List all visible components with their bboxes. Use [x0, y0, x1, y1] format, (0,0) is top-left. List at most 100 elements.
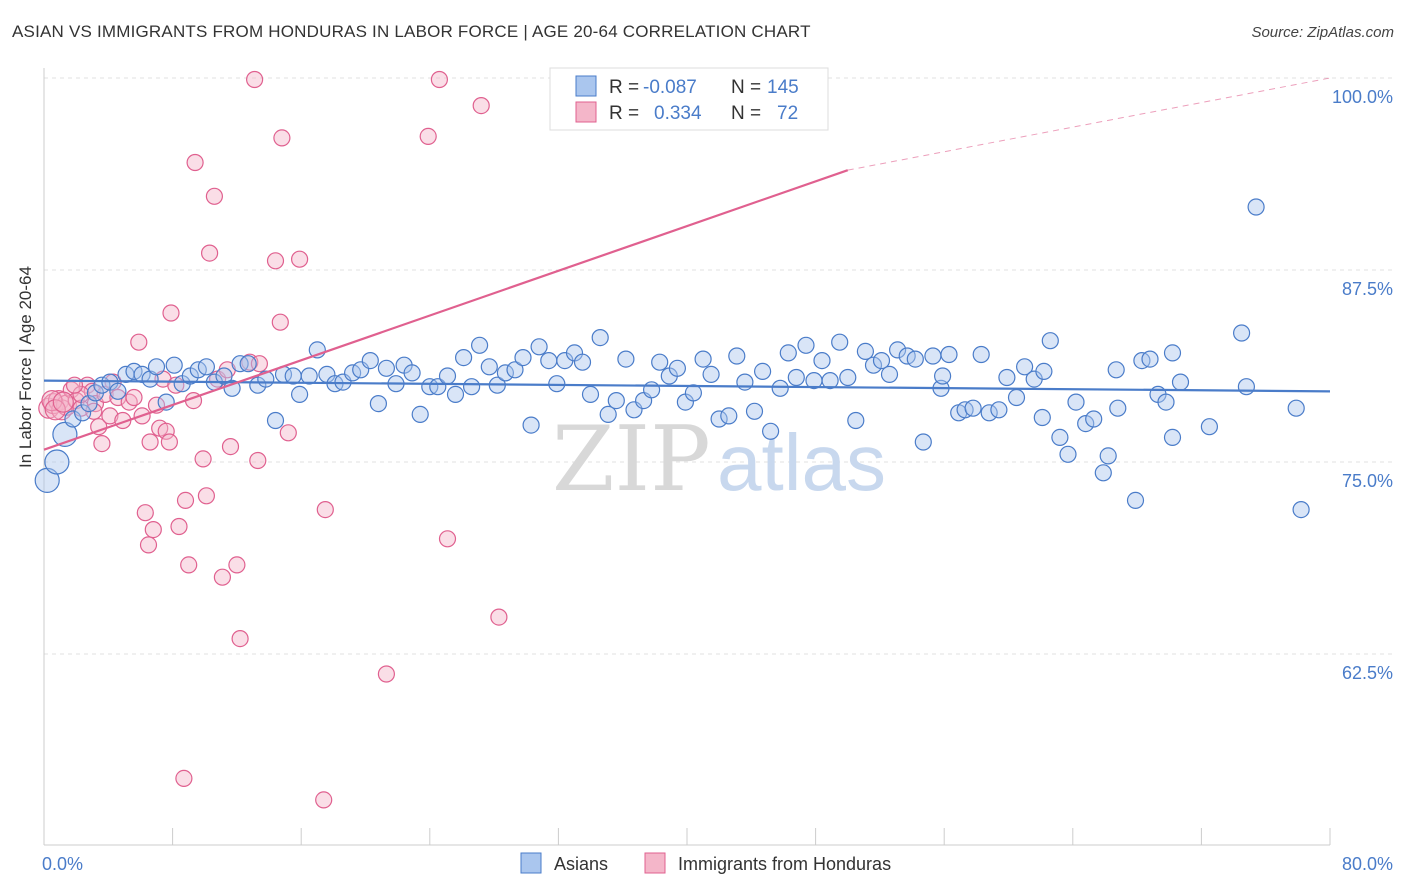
asians-point: [710, 410, 728, 428]
asians-point: [684, 384, 703, 402]
asians-point: [831, 333, 849, 351]
asians-point: [1094, 464, 1112, 482]
asians-point: [496, 364, 514, 382]
asians-point: [540, 352, 558, 370]
x-tick-label: 0.0%: [42, 854, 83, 874]
asians-point: [438, 367, 457, 385]
asians-point: [856, 342, 875, 360]
honduras-point: [201, 244, 219, 262]
honduras-point: [139, 536, 158, 554]
honduras-point: [291, 250, 309, 268]
asians-point: [694, 350, 712, 368]
honduras-point: [315, 791, 333, 809]
stats-asians-n-value: 145: [767, 77, 799, 98]
asians-point: [1163, 428, 1182, 446]
y-tick-label: 75.0%: [1342, 471, 1393, 491]
honduras-point: [160, 433, 178, 451]
asians-point: [779, 344, 797, 362]
asians-point: [607, 392, 625, 410]
asians-point: [165, 356, 183, 374]
asians-point: [369, 395, 387, 413]
asians-point: [514, 349, 532, 367]
asians-point: [429, 378, 447, 396]
axes: [43, 68, 1331, 846]
honduras-point: [157, 422, 175, 440]
asians-point: [728, 347, 746, 365]
legend-honduras-label: Immigrants from Honduras: [678, 854, 891, 874]
honduras-point: [430, 70, 448, 89]
honduras-point: [144, 520, 162, 539]
honduras-point: [228, 556, 246, 574]
honduras-point: [273, 129, 291, 147]
asians-point: [506, 361, 524, 379]
gridlines: [44, 77, 1392, 655]
asians-point: [239, 355, 257, 373]
asians-point: [668, 359, 687, 377]
stats-honduras-r-value: 0.334: [654, 103, 702, 124]
asians-point: [1059, 445, 1077, 463]
asians-point: [1051, 428, 1069, 446]
asians-point: [933, 367, 952, 385]
stats-box: R = -0.087 N = 145 R = 0.334 N = 72: [549, 67, 829, 131]
asians-point: [702, 365, 720, 383]
asians-point: [1085, 410, 1103, 428]
asians-point: [1232, 324, 1251, 342]
asians-point: [839, 368, 857, 387]
asians-point: [109, 382, 127, 400]
honduras-point: [130, 333, 148, 351]
asians-point: [223, 379, 241, 397]
asians-point: [300, 367, 318, 385]
legend-honduras-swatch: [644, 852, 666, 874]
asians-point: [821, 372, 839, 390]
asians-point: [720, 407, 738, 425]
honduras-point: [125, 388, 143, 407]
chart-title: ASIAN VS IMMIGRANTS FROM HONDURAS IN LAB…: [12, 22, 811, 41]
asians-point: [914, 433, 932, 451]
asians-point: [1099, 447, 1117, 465]
asians-point: [813, 352, 831, 370]
asians-point: [599, 405, 617, 423]
asians-point: [1237, 378, 1256, 396]
asians-point: [745, 402, 764, 420]
legend-asians-label: Asians: [554, 854, 608, 874]
asians-point: [940, 345, 958, 364]
asians-point: [1200, 418, 1219, 436]
asians-point: [924, 347, 942, 365]
honduras-point: [93, 435, 111, 453]
honduras-point: [180, 556, 198, 574]
series-honduras-points: [38, 70, 508, 809]
series-asians-points: [34, 198, 1310, 519]
asians-point: [1033, 408, 1051, 427]
asians-point: [736, 373, 754, 391]
asians-point: [1109, 399, 1127, 417]
asians-point: [147, 358, 166, 376]
honduras-point: [120, 393, 138, 411]
asians-point: [1157, 393, 1175, 411]
honduras-point: [231, 629, 249, 648]
asians-point: [888, 341, 907, 359]
y-tick-labels: 62.5% 75.0% 87.5% 100.0%: [1332, 87, 1393, 683]
asians-point: [455, 349, 473, 367]
honduras-point: [279, 424, 297, 442]
stats-asians-n-label: N =: [731, 77, 761, 98]
asians-point: [1141, 350, 1159, 368]
honduras-trend-extension: [847, 77, 1331, 171]
y-tick-label: 87.5%: [1342, 279, 1393, 299]
honduras-point: [271, 313, 289, 331]
honduras-point: [419, 127, 437, 145]
asians-point: [73, 404, 92, 422]
honduras-point: [472, 96, 490, 115]
honduras-point: [176, 491, 195, 509]
asians-point: [403, 364, 421, 382]
asians-point: [1015, 358, 1034, 376]
asians-point: [1292, 501, 1310, 519]
asians-point: [530, 338, 548, 356]
asians-point: [864, 356, 883, 374]
honduras-point: [162, 304, 180, 322]
asians-point: [361, 352, 379, 370]
watermark: ZIP atlas: [552, 407, 886, 512]
honduras-point: [52, 391, 74, 413]
asians-point: [1007, 388, 1026, 407]
legend-asians-swatch: [520, 852, 542, 874]
honduras-point: [141, 433, 159, 451]
